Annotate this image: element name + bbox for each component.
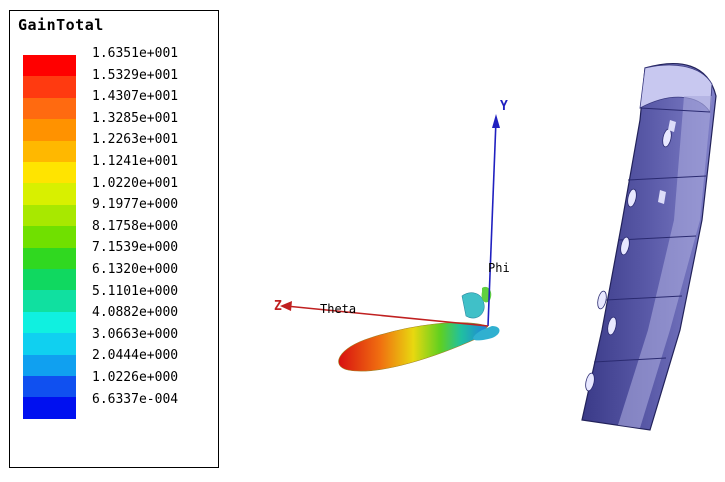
legend-swatch bbox=[23, 333, 76, 356]
legend-tick-label: 3.0663e+000 bbox=[92, 326, 179, 342]
legend-swatch bbox=[23, 55, 76, 77]
legend-swatch bbox=[23, 204, 76, 227]
z-axis bbox=[285, 305, 489, 327]
legend-tick-label: 1.2263e+001 bbox=[92, 132, 179, 148]
legend-swatch bbox=[23, 311, 76, 334]
legend-tick-label: 8.1758e+000 bbox=[92, 218, 179, 234]
legend-swatch bbox=[23, 269, 76, 291]
legend-swatch bbox=[23, 290, 76, 313]
legend-tick-label: 7.1539e+000 bbox=[92, 240, 179, 256]
3d-viewport[interactable]: Y Z Theta Phi bbox=[230, 0, 725, 482]
legend-tick-label: 5.1101e+000 bbox=[92, 283, 179, 299]
phi-label: Phi bbox=[488, 261, 510, 275]
legend-tick-label: 1.0226e+000 bbox=[92, 370, 179, 385]
y-axis-arrow bbox=[492, 114, 500, 128]
theta-label: Theta bbox=[320, 302, 356, 316]
legend-swatch bbox=[23, 119, 76, 142]
legend-tick-label: 1.0220e+001 bbox=[92, 175, 179, 191]
legend-swatch bbox=[23, 226, 76, 249]
legend-swatch bbox=[23, 140, 76, 163]
legend-swatch bbox=[23, 397, 76, 420]
legend-swatch bbox=[23, 97, 76, 120]
legend-title: GainTotal bbox=[18, 16, 104, 34]
legend-swatch bbox=[23, 183, 76, 206]
legend-tick-label: 6.1320e+000 bbox=[92, 262, 179, 277]
curved-panel-model bbox=[581, 62, 717, 431]
legend-swatch bbox=[23, 162, 76, 184]
legend-tick-label: 1.6351e+001 bbox=[92, 46, 179, 61]
legend-tick-label: 1.5329e+001 bbox=[92, 67, 179, 83]
legend-swatch bbox=[23, 247, 76, 270]
legend-swatch bbox=[23, 376, 76, 398]
legend-tick-label: 2.0444e+000 bbox=[92, 348, 179, 364]
y-axis-label: Y bbox=[500, 99, 508, 114]
z-axis-label: Z bbox=[274, 299, 282, 314]
legend-tick-label: 4.0882e+000 bbox=[92, 305, 179, 321]
z-axis-arrow bbox=[280, 301, 292, 311]
coordinate-axes: Y Z Theta Phi bbox=[274, 99, 510, 327]
legend-tick-label: 1.1241e+001 bbox=[92, 154, 179, 169]
gain-legend: GainTotal 1.6351e+001 1.5329e+001 1.4307e+… bbox=[9, 10, 219, 468]
legend-tick-label: 9.1977e+000 bbox=[92, 197, 179, 213]
y-axis bbox=[487, 119, 497, 327]
legend-tick-label: 1.4307e+001 bbox=[92, 89, 179, 105]
legend-swatch bbox=[23, 76, 76, 99]
legend-tick-label: 1.3285e+001 bbox=[92, 110, 179, 126]
legend-swatch bbox=[23, 354, 76, 377]
radiation-pattern bbox=[338, 286, 500, 372]
legend-tick-label: 6.6337e-004 bbox=[92, 391, 179, 407]
